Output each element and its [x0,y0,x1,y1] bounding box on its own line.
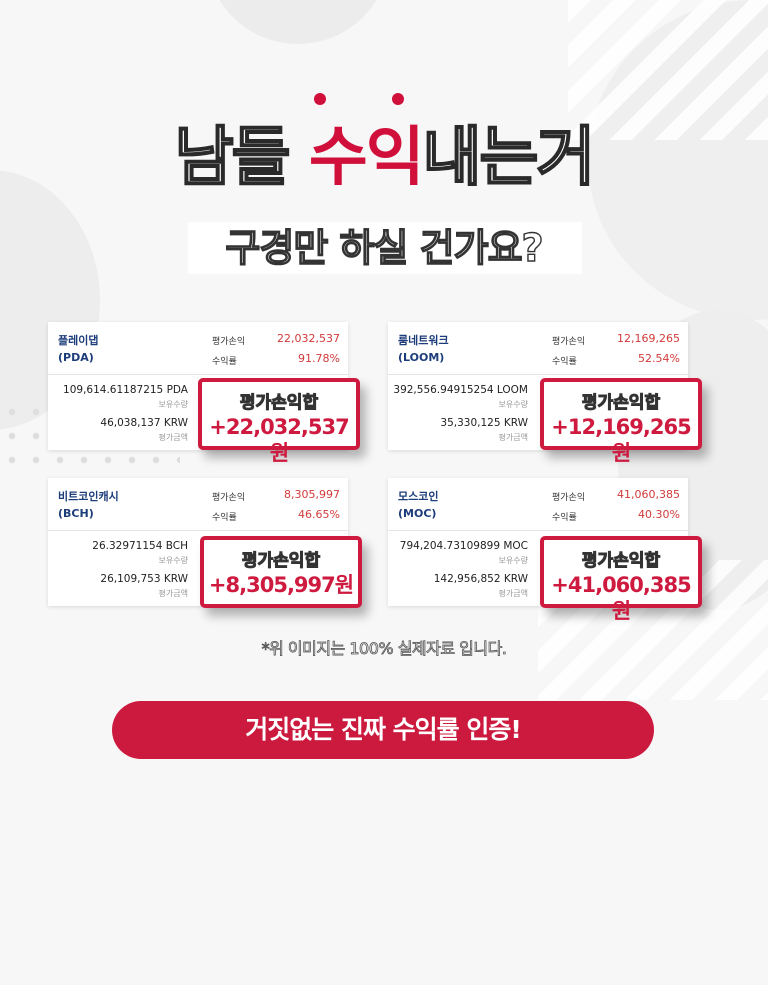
eval-amount-label: 평가금액 [158,589,188,598]
coin-symbol: (PDA) [58,351,94,364]
pnl-label: 평가손익 [552,493,586,503]
headline-highlight: 수익 [308,121,425,195]
divider [48,530,348,531]
divider [48,374,348,375]
coin-name-korean: 모스코인 [398,490,439,503]
coin-name-korean: 비트코인캐시 [58,490,119,503]
divider [388,374,688,375]
holding-qty-label: 보유수량 [158,556,188,565]
decor-circle-top [206,0,390,44]
coin-symbol: (MOC) [398,507,437,520]
eval-amount-label: 평가금액 [498,433,528,442]
pnl-value: 22,032,537 [277,332,340,345]
eval-amount: 35,330,125 KRW [440,417,528,429]
pnl-label: 평가손익 [552,337,586,347]
profit-proof-cta-button[interactable]: 거짓없는 진짜 수익률 인증! [112,701,654,759]
rate-value: 40.30% [638,508,680,521]
holding-qty-label: 보유수량 [158,400,188,409]
divider [388,530,688,531]
rate-label: 수익률 [552,513,577,523]
rate-value: 46.65% [298,508,340,521]
holding-qty: 26.32971154 BCH [92,540,188,552]
coin-name-korean: 플레이댑 [58,334,99,347]
pnl-value: 8,305,997 [284,488,340,501]
badge-value: +8,305,997원 [208,573,354,597]
coin-name-korean: 룸네트워크 [398,334,449,347]
subheadline: 구경만 하실 건가요? [225,225,545,270]
holding-qty-label: 보유수량 [498,556,528,565]
holding-qty: 109,614.61187215 PDA [63,384,188,396]
eval-amount: 26,109,753 KRW [100,573,188,585]
coin-name: 룸네트워크 (LOOM) [398,332,449,366]
eval-amount-label: 평가금액 [498,589,528,598]
badge-value: +41,060,385원 [551,573,691,623]
headline-part2: 내는거 [422,120,597,196]
coin-name: 모스코인 (MOC) [398,488,438,522]
rate-label: 수익률 [212,513,237,523]
pnl-label: 평가손익 [212,493,246,503]
profit-badge: 평가손익합 +12,169,265원 [540,378,702,465]
profit-badge: 평가손익합 +41,060,385원 [540,536,702,623]
rate-label: 수익률 [212,357,237,367]
pnl-value: 12,169,265 [617,332,680,345]
badge-title: 평가손익합 [241,551,321,572]
headline-part1: 남들 [174,120,309,196]
emphasis-dot [314,93,326,105]
pnl-value: 41,060,385 [617,488,680,501]
badge-value: +12,169,265원 [551,415,691,465]
rate-label: 수익률 [552,357,577,367]
subheadline-backdrop [188,222,582,274]
eval-amount: 46,038,137 KRW [100,417,188,429]
badge-title: 평가손익합 [581,393,661,414]
badge-value: +22,032,537원 [209,415,349,465]
badge-title: 평가손익합 [239,393,319,414]
holding-qty-label: 보유수량 [498,400,528,409]
headline: 남들 수익내는거 [0,118,768,198]
pnl-label: 평가손익 [212,337,246,347]
coin-name: 플레이댑 (PDA) [58,332,98,366]
disclaimer-note: *위 이미지는 100% 실제자료 입니다. [261,639,507,659]
eval-amount-label: 평가금액 [158,433,188,442]
holding-qty: 392,556.94915254 LOOM [393,384,528,396]
profit-badge: 평가손익합 +22,032,537원 [198,378,360,465]
profit-badge: 평가손익합 +8,305,997원 [200,536,362,608]
rate-value: 91.78% [298,352,340,365]
badge-title: 평가손익합 [581,551,661,572]
coin-name: 비트코인캐시 (BCH) [58,488,119,522]
coin-symbol: (LOOM) [398,351,445,364]
emphasis-dot [392,93,404,105]
coin-card-moc: 모스코인 (MOC) 평가손익 41,060,385 수익률 40.30% 79… [388,478,688,606]
rate-value: 52.54% [638,352,680,365]
holding-qty: 794,204.73109899 MOC [399,540,528,552]
coin-symbol: (BCH) [58,507,94,520]
eval-amount: 142,956,852 KRW [433,573,528,585]
